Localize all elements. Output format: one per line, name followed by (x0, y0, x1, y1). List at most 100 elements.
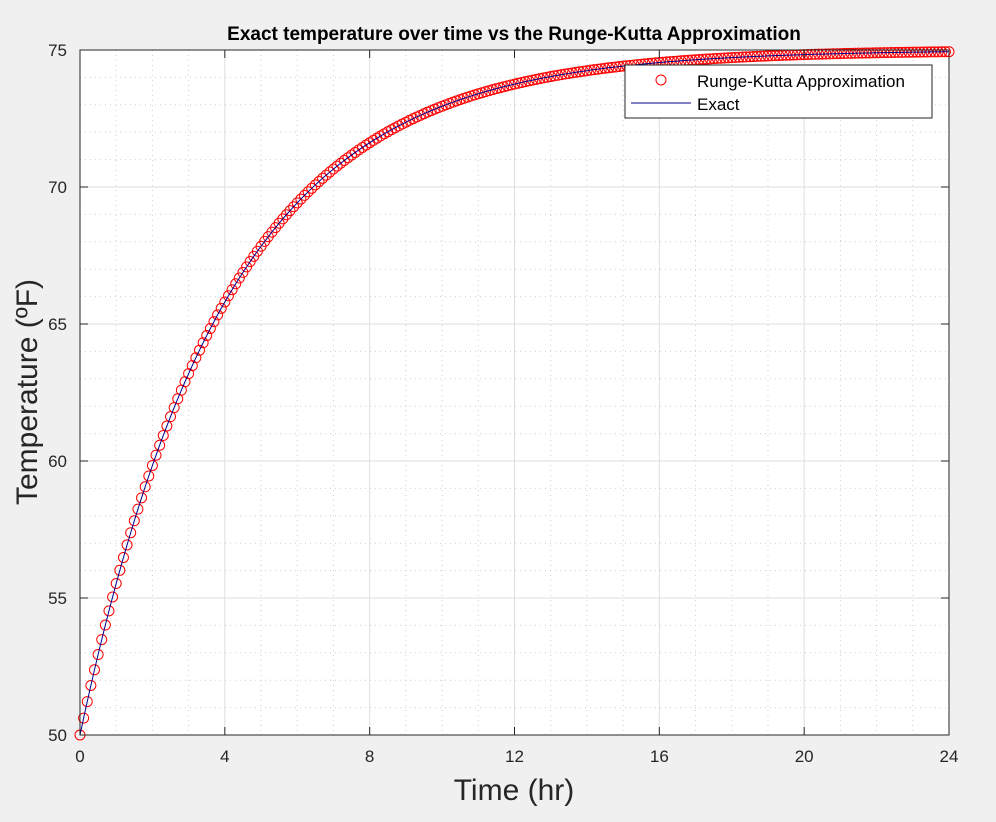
series-runge-kutta-marker (157, 429, 169, 441)
series-runge-kutta-marker (563, 67, 575, 79)
series-runge-kutta-marker (581, 65, 593, 77)
series-runge-kutta-marker (592, 63, 604, 75)
series-runge-kutta-marker (128, 515, 140, 527)
series-runge-kutta-marker (566, 67, 578, 79)
series-runge-kutta-marker (331, 160, 343, 172)
series-runge-kutta-marker (288, 201, 300, 213)
series-runge-kutta-marker (516, 76, 528, 88)
series-runge-kutta-marker (519, 76, 531, 88)
series-runge-kutta-marker (342, 152, 354, 164)
x-tick-label: 4 (220, 747, 229, 766)
series-runge-kutta-marker (309, 179, 321, 191)
series-runge-kutta-marker (96, 634, 108, 646)
axis-ticks (79, 49, 950, 736)
series-runge-kutta-marker (215, 302, 227, 314)
series-runge-kutta-marker (222, 290, 234, 302)
minor-grid (80, 50, 949, 735)
series-runge-kutta-marker (574, 66, 586, 78)
series-runge-kutta-marker (273, 217, 285, 229)
series-runge-kutta-marker (81, 696, 93, 708)
series-runge-kutta-marker (302, 186, 314, 198)
series-runge-kutta-marker (317, 172, 329, 184)
series-runge-kutta-marker (512, 77, 524, 89)
y-tick-label: 75 (48, 41, 67, 60)
series-runge-kutta-marker (570, 66, 582, 78)
y-tick-label: 50 (48, 726, 67, 745)
series-runge-kutta-marker (237, 266, 249, 278)
x-tick-label: 16 (650, 747, 669, 766)
series-runge-kutta-marker (338, 154, 350, 166)
series-runge-kutta-marker (320, 169, 332, 181)
series-runge-kutta-marker (523, 75, 535, 87)
series-runge-kutta-marker (117, 551, 129, 563)
series-runge-kutta-marker (556, 69, 568, 81)
series-runge-kutta-marker (201, 330, 213, 342)
legend-label-runge-kutta: Runge-Kutta Approximation (697, 72, 905, 91)
series-runge-kutta-marker (548, 70, 560, 82)
series-runge-kutta-marker (335, 157, 347, 169)
y-tick-label: 65 (48, 315, 67, 334)
series-runge-kutta-marker (610, 61, 622, 73)
series-runge-kutta-marker (306, 182, 318, 194)
series-runge-kutta-marker (208, 316, 220, 328)
series-runge-kutta-marker (603, 62, 615, 74)
series-runge-kutta-marker (284, 205, 296, 217)
series-runge-kutta-marker (88, 664, 100, 676)
series-runge-kutta-marker (114, 564, 126, 576)
series-runge-kutta-marker (346, 149, 358, 161)
series-runge-kutta-marker (107, 591, 119, 603)
series-runge-kutta-marker (537, 72, 549, 84)
series-runge-kutta-marker (327, 163, 339, 175)
series-runge-kutta-marker (190, 352, 202, 364)
series-runge-kutta-marker (204, 323, 216, 334)
y-tick-label: 70 (48, 178, 67, 197)
legend: Runge-Kutta Approximation Exact (624, 64, 933, 119)
y-tick-label: 60 (48, 452, 67, 471)
series-runge-kutta-marker (226, 284, 238, 296)
series-runge-kutta-marker (527, 74, 539, 86)
series-runge-kutta-marker (125, 527, 137, 539)
series-runge-kutta-marker (295, 193, 307, 205)
series-runge-kutta-marker (585, 64, 597, 76)
series-runge-kutta-marker (541, 71, 553, 83)
series-runge-kutta-marker (136, 492, 148, 504)
series-runge-kutta-marker (280, 209, 292, 221)
x-tick-label: 12 (505, 747, 524, 766)
series-runge-kutta-marker (121, 539, 133, 551)
series-runge-kutta-marker (233, 272, 245, 284)
series-runge-kutta-marker (298, 189, 310, 201)
x-tick-label: 0 (75, 747, 84, 766)
series-runge-kutta-marker (85, 680, 97, 691)
series-runge-kutta-marker (219, 296, 231, 308)
series-runge-kutta-marker (241, 261, 253, 273)
series-runge-kutta-marker (92, 649, 104, 661)
series-runge-kutta-marker (530, 73, 542, 85)
series-runge-kutta-marker (103, 605, 115, 617)
chart-title: Exact temperature over time vs the Runge… (227, 24, 801, 45)
legend-box (624, 64, 933, 119)
series-runge-kutta-marker (509, 78, 520, 90)
series-runge-kutta-marker (154, 439, 166, 451)
series-runge-kutta-marker (595, 63, 607, 75)
series-runge-kutta-marker (139, 481, 151, 493)
series-runge-kutta-marker (599, 62, 611, 74)
series-runge-kutta-marker (99, 619, 111, 631)
series-runge-kutta-marker (143, 470, 155, 482)
series-runge-kutta-marker (230, 278, 242, 290)
series-runge-kutta-marker (161, 420, 173, 432)
series-runge-kutta-marker (545, 71, 557, 83)
series-runge-kutta-marker (577, 65, 589, 77)
series-runge-kutta-marker (146, 459, 158, 471)
series-runge-kutta-marker (313, 176, 325, 188)
series-runge-kutta-marker (291, 197, 303, 209)
series-runge-kutta-marker (559, 68, 571, 80)
y-tick-label: 55 (48, 589, 67, 608)
x-tick-label: 8 (365, 747, 374, 766)
series-runge-kutta-marker (150, 449, 162, 461)
tick-labels: 0 4 8 12 16 20 24 50 55 60 65 70 75 (48, 41, 958, 766)
series-runge-kutta-marker (110, 577, 122, 589)
series-runge-kutta-marker (132, 503, 144, 515)
legend-marker-runge-kutta (655, 74, 667, 86)
series-runge-kutta-marker (78, 712, 90, 724)
series-runge-kutta-marker (193, 344, 205, 356)
